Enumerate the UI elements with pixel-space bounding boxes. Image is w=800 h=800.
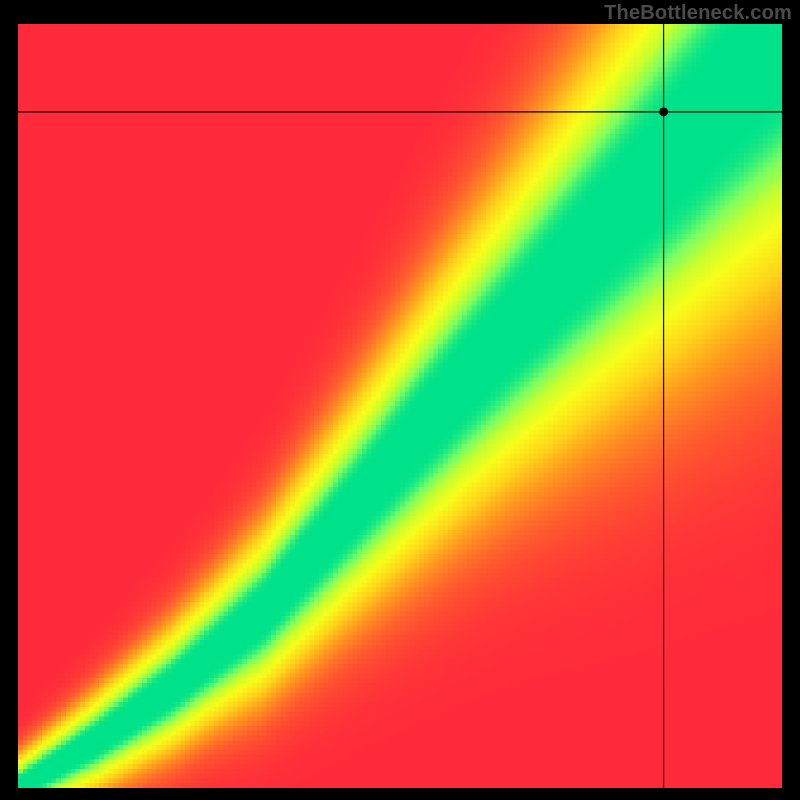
watermark-text: TheBottleneck.com <box>604 2 792 25</box>
bottleneck-heatmap <box>18 24 782 788</box>
chart-container: TheBottleneck.com <box>0 0 800 800</box>
